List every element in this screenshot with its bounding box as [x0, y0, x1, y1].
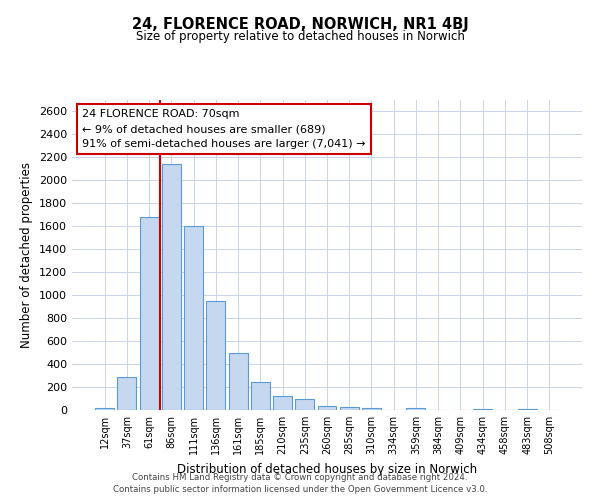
Bar	[251, 382, 270, 410]
Text: 24 FLORENCE ROAD: 70sqm
← 9% of detached houses are smaller (689)
91% of semi-de: 24 FLORENCE ROAD: 70sqm ← 9% of detached…	[82, 110, 366, 149]
Text: Contains public sector information licensed under the Open Government Licence v3: Contains public sector information licen…	[113, 485, 487, 494]
Text: 24, FLORENCE ROAD, NORWICH, NR1 4BJ: 24, FLORENCE ROAD, NORWICH, NR1 4BJ	[131, 18, 469, 32]
Bar	[184, 226, 203, 410]
X-axis label: Distribution of detached houses by size in Norwich: Distribution of detached houses by size …	[177, 462, 477, 475]
Bar	[229, 352, 248, 410]
Bar	[362, 408, 381, 410]
Bar	[162, 164, 181, 410]
Bar	[295, 399, 314, 410]
Bar	[340, 407, 359, 410]
Text: Contains HM Land Registry data © Crown copyright and database right 2024.: Contains HM Land Registry data © Crown c…	[132, 472, 468, 482]
Y-axis label: Number of detached properties: Number of detached properties	[20, 162, 34, 348]
Bar	[473, 409, 492, 410]
Bar	[206, 301, 225, 410]
Text: Size of property relative to detached houses in Norwich: Size of property relative to detached ho…	[136, 30, 464, 43]
Bar	[317, 406, 337, 410]
Bar	[118, 376, 136, 410]
Bar	[95, 408, 114, 410]
Bar	[406, 408, 425, 410]
Bar	[140, 217, 158, 410]
Bar	[273, 396, 292, 410]
